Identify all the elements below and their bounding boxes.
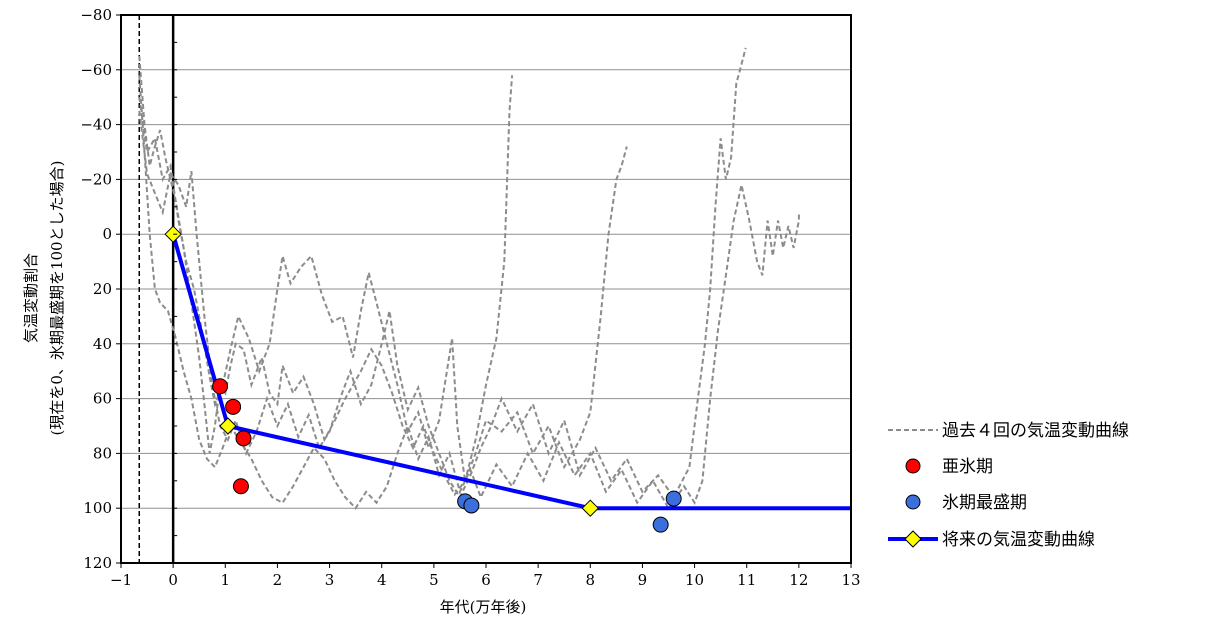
x-tick-label: 1 [221, 571, 231, 589]
legend-label-substadial: 亜氷期 [942, 457, 993, 477]
x-tick-label: 9 [638, 571, 648, 589]
x-tick-label: 7 [533, 571, 543, 589]
x-tick-label: 5 [429, 571, 439, 589]
x-axis: −1 0 1 2 3 4 5 6 7 8 9 10 11 12 13 [110, 563, 861, 589]
legend-diamond-icon [904, 530, 922, 548]
legend: 過去４回の気温変動曲線 亜氷期 氷期最盛期 将来の気温変動曲線 [888, 421, 1129, 550]
past-curve-1 [138, 56, 514, 497]
y-tick-label: −80 [80, 6, 112, 24]
x-tick-label: 4 [377, 571, 387, 589]
future-diamond-marker [581, 499, 599, 517]
future-diamond-marker [219, 417, 237, 435]
y-axis: −80 −60 −40 −20 0 20 40 60 80 100 120 [80, 6, 178, 572]
substadial-point [232, 478, 249, 495]
x-tick-label: 12 [789, 571, 808, 589]
y-tick-label: 20 [93, 280, 112, 298]
x-tick-label: 3 [325, 571, 335, 589]
past-curve-4 [138, 75, 800, 511]
glacial-max-point [665, 490, 682, 507]
y-tick-label: 0 [102, 225, 112, 243]
x-tick-label: −1 [110, 571, 132, 589]
x-tick-label: 10 [685, 571, 704, 589]
y-tick-label: 60 [93, 390, 112, 408]
legend-label-past: 過去４回の気温変動曲線 [942, 421, 1129, 441]
x-tick-label: 8 [586, 571, 596, 589]
substadial-point [212, 378, 229, 395]
y-tick-label: −60 [80, 61, 112, 79]
y-tick-label: 80 [93, 444, 112, 462]
y-tick-label: 40 [93, 335, 112, 353]
legend-blue-dot-icon [905, 494, 921, 510]
markers [164, 225, 682, 533]
x-tick-label: 6 [481, 571, 491, 589]
gridlines [121, 69, 851, 509]
future-curve-line [171, 233, 851, 511]
legend-red-dot-icon [905, 458, 921, 474]
future-curve [171, 233, 851, 511]
past-curve-3 [138, 47, 747, 500]
y-tick-label: −40 [80, 116, 112, 134]
past-curves [138, 47, 800, 511]
glacial-max-point [463, 497, 480, 514]
y-axis-label-line2: (現在を0、氷期最盛期を100とした場合) [48, 161, 66, 436]
x-tick-label: 2 [273, 571, 283, 589]
glacial-max-point [652, 516, 669, 533]
past-curve-2 [138, 97, 628, 485]
substadial-point [235, 430, 252, 447]
legend-label-glacial-max: 氷期最盛期 [942, 493, 1027, 513]
y-tick-label: −20 [80, 170, 112, 188]
x-tick-label: 0 [168, 571, 178, 589]
legend-label-future: 将来の気温変動曲線 [942, 530, 1095, 550]
y-tick-label: 100 [83, 499, 112, 517]
y-tick-label: 120 [83, 554, 112, 572]
x-tick-label: 13 [841, 571, 860, 589]
x-tick-label: 11 [737, 571, 756, 589]
x-axis-label: 年代(万年後) [440, 598, 527, 616]
y-axis-label-line1: 気温変動割合 [22, 253, 40, 343]
substadial-point [225, 398, 242, 415]
